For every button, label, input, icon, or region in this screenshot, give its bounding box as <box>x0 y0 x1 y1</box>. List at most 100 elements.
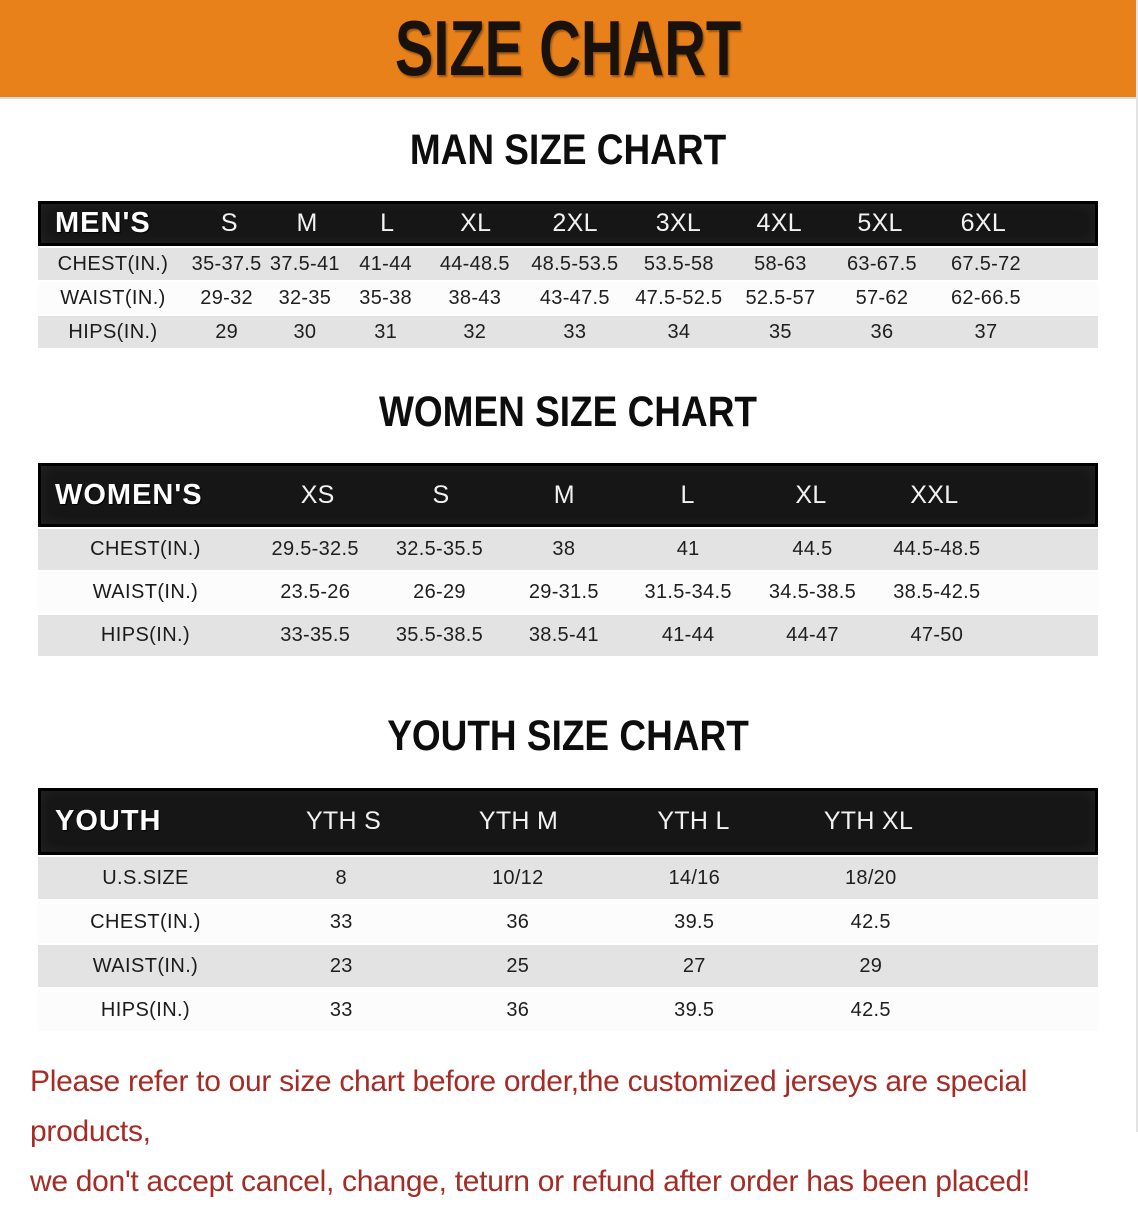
youth-table-corner-label: YOUTH <box>55 805 162 837</box>
cell: 67.5-72 <box>951 252 1021 275</box>
row-label: HIPS(IN.) <box>68 320 158 343</box>
cell: 26-29 <box>413 581 466 603</box>
men-section: MAN SIZE CHART MEN'S S M L XL 2XL 3XL 4X… <box>0 126 1136 348</box>
cell: 37.5-41 <box>269 252 340 275</box>
cell: 29 <box>215 320 239 343</box>
disclaimer-line-2: we don't accept cancel, change, teturn o… <box>30 1165 1030 1198</box>
cell: 47.5-52.5 <box>635 286 723 309</box>
women-size-col-header: M <box>553 480 575 509</box>
banner-title: SIZE CHART <box>394 4 742 92</box>
cell: 23 <box>329 954 353 977</box>
youth-hips-row: HIPS(IN.) 33 36 39.5 42.5 <box>38 987 1098 1031</box>
cell: 38.5-42.5 <box>893 581 981 603</box>
women-size-col-header: L <box>680 480 695 509</box>
youth-size-table: YOUTH YTH S YTH M YTH L YTH XL U.S.SIZE … <box>38 788 1098 1031</box>
cell: 63-67.5 <box>846 252 917 275</box>
row-label: HIPS(IN.) <box>100 624 191 646</box>
row-label: CHEST(IN.) <box>90 910 201 933</box>
cell: 48.5-53.5 <box>531 252 619 275</box>
men-section-heading: MAN SIZE CHART <box>409 126 727 174</box>
cell: 37 <box>974 320 998 343</box>
women-section-heading: WOMEN SIZE CHART <box>378 388 757 436</box>
cell: 34.5-38.5 <box>768 581 857 603</box>
men-waist-row: WAIST(IN.) 29-32 32-35 35-38 38-43 43-47… <box>38 280 1098 314</box>
men-table-corner-label: MEN'S <box>55 207 151 239</box>
cell: 41-44 <box>359 252 412 275</box>
cell: 35 <box>768 320 792 343</box>
men-size-col-header: M <box>296 209 318 237</box>
cell: 35-38 <box>359 286 412 309</box>
cell: 35-37.5 <box>191 252 262 275</box>
men-hips-row: HIPS(IN.) 29 30 31 32 33 34 35 36 37 <box>38 314 1098 348</box>
cell: 42.5 <box>850 910 891 933</box>
men-size-table: MEN'S S M L XL 2XL 3XL 4XL 5XL 6XL CHEST… <box>38 201 1098 348</box>
cell: 31 <box>374 320 398 343</box>
cell: 36 <box>506 998 530 1021</box>
cell: 29-31.5 <box>528 581 599 603</box>
cell: 38-43 <box>448 286 502 309</box>
women-waist-row: WAIST(IN.) 23.5-26 26-29 29-31.5 31.5-34… <box>38 570 1098 613</box>
cell: 33 <box>329 910 353 933</box>
cell: 62-66.5 <box>951 286 1021 309</box>
row-label: U.S.SIZE <box>102 866 189 889</box>
cell: 10/12 <box>491 866 544 889</box>
cell: 38.5-41 <box>528 624 599 646</box>
cell: 32.5-35.5 <box>395 538 484 560</box>
cell: 18/20 <box>844 866 897 889</box>
cell: 44.5 <box>792 538 833 560</box>
men-size-col-header: L <box>380 209 395 237</box>
row-label: HIPS(IN.) <box>100 998 191 1021</box>
cell: 35.5-38.5 <box>395 624 484 646</box>
men-size-col-header: S <box>220 209 238 237</box>
youth-waist-row: WAIST(IN.) 23 25 27 29 <box>38 943 1098 987</box>
cell: 38 <box>552 538 576 560</box>
order-disclaimer: Please refer to our size chart before or… <box>30 1057 1136 1207</box>
men-size-col-header: 5XL <box>857 209 903 237</box>
cell: 32 <box>463 320 487 343</box>
women-size-col-header: XS <box>300 480 335 509</box>
cell: 47-50 <box>910 624 964 646</box>
row-label: WAIST(IN.) <box>92 954 199 977</box>
women-table-header-row: WOMEN'S XS S M L XL XXL <box>38 463 1098 527</box>
disclaimer-line-1: Please refer to our size chart before or… <box>30 1065 1028 1148</box>
cell: 32-35 <box>278 286 332 309</box>
cell: 23.5-26 <box>280 581 351 603</box>
row-label: CHEST(IN.) <box>57 252 169 275</box>
row-label: WAIST(IN.) <box>92 581 199 603</box>
cell: 30 <box>293 320 317 343</box>
youth-ussize-row: U.S.SIZE 8 10/12 14/16 18/20 <box>38 855 1098 899</box>
size-chart-content: MAN SIZE CHART MEN'S S M L XL 2XL 3XL 4X… <box>0 126 1136 1031</box>
women-section: WOMEN SIZE CHART WOMEN'S XS S M L XL XXL… <box>0 388 1136 656</box>
youth-table-header-row: YOUTH YTH S YTH M YTH L YTH XL <box>38 788 1098 855</box>
cell: 29 <box>859 954 883 977</box>
size-chart-banner: SIZE CHART <box>0 0 1136 97</box>
cell: 33 <box>563 320 587 343</box>
cell: 27 <box>682 954 706 977</box>
men-size-col-header: 2XL <box>552 209 598 237</box>
cell: 57-62 <box>855 286 909 309</box>
cell: 33 <box>329 998 353 1021</box>
women-chest-row: CHEST(IN.) 29.5-32.5 32.5-35.5 38 41 44.… <box>38 527 1098 570</box>
cell: 43-47.5 <box>539 286 610 309</box>
cell: 44-47 <box>786 624 839 646</box>
cell: 44.5-48.5 <box>893 538 981 560</box>
men-size-col-header: 6XL <box>960 209 1007 237</box>
youth-size-col-header: YTH XL <box>823 807 914 835</box>
cell: 8 <box>335 866 347 889</box>
women-hips-row: HIPS(IN.) 33-35.5 35.5-38.5 38.5-41 41-4… <box>38 613 1098 656</box>
men-table-header-row: MEN'S S M L XL 2XL 3XL 4XL 5XL 6XL <box>38 201 1098 246</box>
row-label: WAIST(IN.) <box>60 286 166 309</box>
cell: 36 <box>506 910 530 933</box>
youth-size-col-header: YTH M <box>478 807 559 835</box>
cell: 14/16 <box>668 866 721 889</box>
cell: 53.5-58 <box>643 252 714 275</box>
men-size-col-header: 3XL <box>655 209 702 237</box>
women-table-corner-label: WOMEN'S <box>55 478 203 511</box>
cell: 52.5-57 <box>745 286 816 309</box>
youth-chest-row: CHEST(IN.) 33 36 39.5 42.5 <box>38 899 1098 943</box>
men-size-col-header: XL <box>460 209 492 237</box>
men-chest-row: CHEST(IN.) 35-37.5 37.5-41 41-44 44-48.5… <box>38 246 1098 280</box>
row-label: CHEST(IN.) <box>90 538 201 560</box>
cell: 41-44 <box>661 624 715 646</box>
women-size-table: WOMEN'S XS S M L XL XXL CHEST(IN.) 29.5-… <box>38 463 1098 656</box>
